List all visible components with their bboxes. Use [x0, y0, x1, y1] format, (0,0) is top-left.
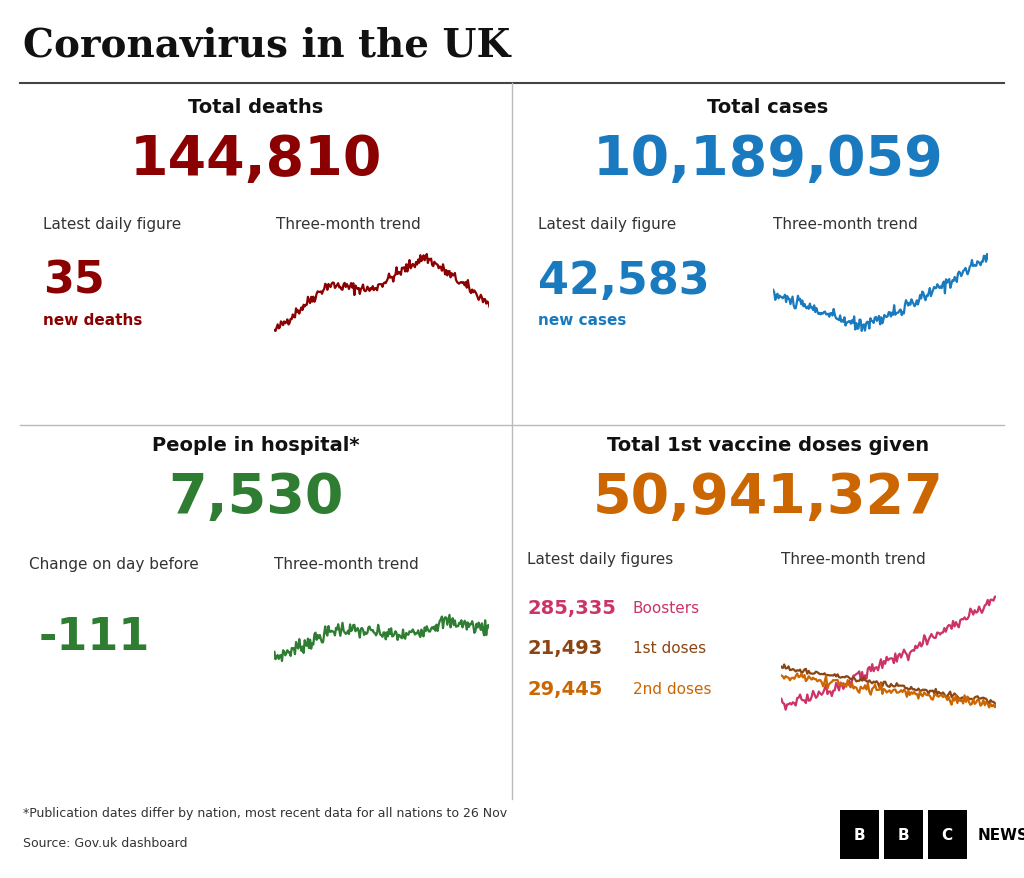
Text: B: B — [853, 827, 865, 842]
Text: 21,493: 21,493 — [527, 638, 602, 658]
Text: Three-month trend: Three-month trend — [276, 216, 421, 232]
Text: Three-month trend: Three-month trend — [781, 551, 926, 567]
Text: 285,335: 285,335 — [527, 598, 616, 617]
Text: 1st doses: 1st doses — [633, 640, 706, 656]
Text: Coronavirus in the UK: Coronavirus in the UK — [23, 26, 510, 65]
FancyBboxPatch shape — [884, 810, 923, 859]
Text: 29,445: 29,445 — [527, 679, 603, 698]
Text: 42,583: 42,583 — [538, 260, 710, 302]
Text: new cases: new cases — [538, 313, 626, 328]
Text: B: B — [897, 827, 909, 842]
FancyBboxPatch shape — [928, 810, 967, 859]
Text: People in hospital*: People in hospital* — [153, 435, 359, 455]
Text: Latest daily figures: Latest daily figures — [527, 551, 674, 567]
Text: 2nd doses: 2nd doses — [633, 680, 712, 696]
Text: C: C — [942, 827, 952, 842]
FancyBboxPatch shape — [840, 810, 879, 859]
Text: Source: Gov.uk dashboard: Source: Gov.uk dashboard — [23, 837, 187, 849]
Text: Three-month trend: Three-month trend — [773, 216, 918, 232]
Text: Total deaths: Total deaths — [188, 97, 324, 117]
Text: 144,810: 144,810 — [130, 133, 382, 187]
Text: Latest daily figure: Latest daily figure — [538, 216, 676, 232]
Text: new deaths: new deaths — [43, 313, 142, 328]
Text: Total cases: Total cases — [708, 97, 828, 117]
Text: Total 1st vaccine doses given: Total 1st vaccine doses given — [607, 435, 929, 455]
Text: 50,941,327: 50,941,327 — [593, 471, 943, 525]
Text: 7,530: 7,530 — [168, 471, 344, 525]
Text: 35: 35 — [43, 260, 104, 302]
Text: Change on day before: Change on day before — [29, 556, 199, 572]
Text: NEWS: NEWS — [978, 827, 1024, 842]
Text: Boosters: Boosters — [633, 600, 700, 615]
Text: -111: -111 — [39, 615, 151, 658]
Text: *Publication dates differ by nation, most recent data for all nations to 26 Nov: *Publication dates differ by nation, mos… — [23, 806, 507, 818]
Text: 10,189,059: 10,189,059 — [593, 133, 943, 187]
Text: Three-month trend: Three-month trend — [274, 556, 419, 572]
Text: Latest daily figure: Latest daily figure — [43, 216, 181, 232]
